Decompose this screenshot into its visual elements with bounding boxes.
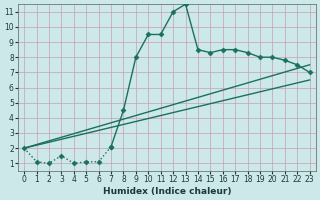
X-axis label: Humidex (Indice chaleur): Humidex (Indice chaleur)	[103, 187, 231, 196]
